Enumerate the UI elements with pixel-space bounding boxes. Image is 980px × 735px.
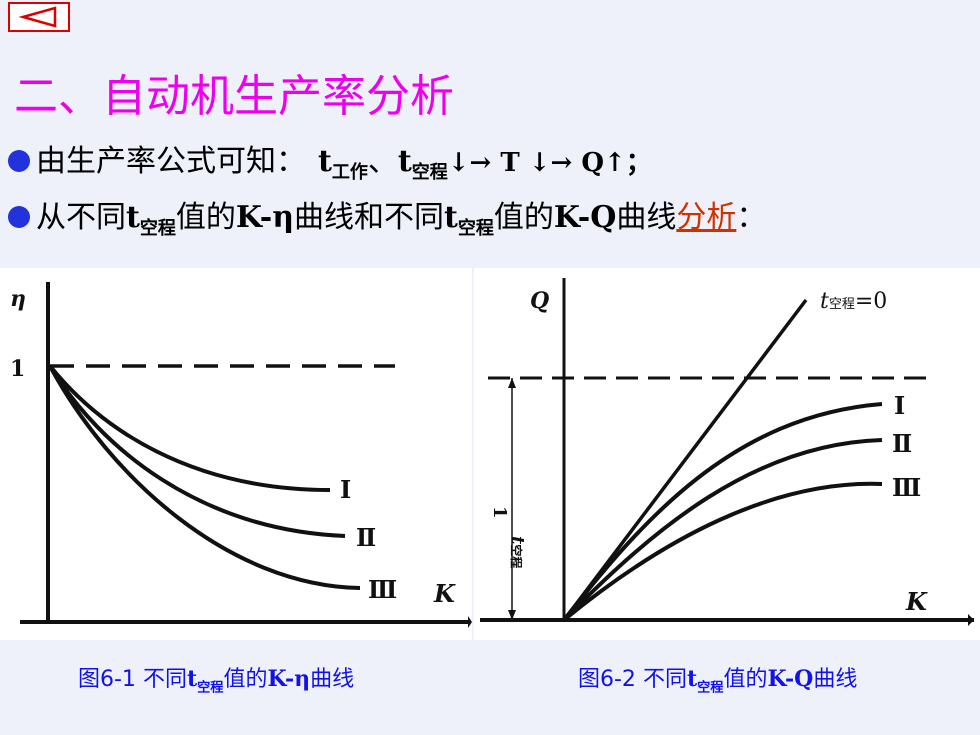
k-axis-arrow (468, 616, 472, 628)
figure-caption-k-q: 图6-2 不同t空程值的K-Q曲线 (578, 661, 857, 695)
svg-text:t空程: t空程 (507, 536, 528, 568)
caption1-figure-number: 图6-1 (78, 667, 136, 692)
bullet-dot-icon (8, 150, 30, 172)
bullet2-text-3: 曲线和不同 (294, 200, 445, 235)
eta-curve-label-2: Ⅱ (356, 523, 376, 552)
asymptote-value-label: 1 t空程 (489, 506, 528, 568)
back-button[interactable] (8, 2, 70, 32)
q-curve-1 (562, 402, 883, 622)
caption2-figure-number: 图6-2 (578, 667, 636, 692)
q-curve-label-3: Ⅲ (892, 473, 921, 502)
bullet-curve-analysis: 从不同 t空程 值的 K-η 曲线和不同 t空程 值的 K-Q 曲线 分析 ： (8, 192, 766, 240)
bullet1-lead: 由生产率公式可知： (36, 144, 306, 179)
bullet1-separator: 、 (367, 144, 398, 179)
analysis-link[interactable]: 分析 (676, 200, 737, 235)
k-axis-arrow-2 (968, 614, 974, 626)
caption2-k-q: K-Q (767, 666, 814, 692)
span-arrow-top (508, 378, 516, 388)
bullet2-t-idle-2: t空程 (444, 200, 494, 239)
triangle-left-icon (18, 6, 57, 28)
figure-k-q: Q K t空程=0 Ⅰ Ⅱ Ⅲ 1 t空程 (474, 268, 980, 640)
bullet1-t-idle: t空程 (397, 144, 448, 183)
caption2-text-1: 不同 (642, 667, 687, 692)
bullet2-text-4: 值的 (493, 200, 554, 235)
caption1-text-3: 曲线 (310, 667, 355, 692)
q-line-zero-idle (562, 298, 808, 622)
bullet2-colon: ： (736, 200, 767, 235)
bullet2-k-eta: K-η (235, 200, 295, 235)
bullet2-text-2: 值的 (175, 200, 236, 235)
k-eta-plot: η 1 K Ⅰ Ⅱ Ⅲ (10, 282, 472, 628)
zero-idle-label: t空程=0 (820, 289, 887, 314)
bullet2-t-idle-1: t空程 (126, 200, 176, 239)
q-curve-label-2: Ⅱ (892, 429, 912, 458)
svg-text:1: 1 (489, 506, 510, 519)
bullet1-t-work: t工作 (318, 144, 368, 183)
page-title: 二、自动机生产率分析 (14, 71, 454, 122)
figure-k-eta: η 1 K Ⅰ Ⅱ Ⅲ (0, 268, 472, 640)
figure-caption-k-eta: 图6-1 不同t空程值的K-η曲线 (78, 661, 354, 695)
q-axis-label: Q (530, 288, 549, 314)
k-q-plot: Q K t空程=0 Ⅰ Ⅱ Ⅲ 1 t空程 (480, 278, 974, 626)
q-curve-label-1: Ⅰ (894, 391, 905, 420)
bullet2-k-q: K-Q (553, 200, 617, 235)
caption1-text-1: 不同 (142, 667, 187, 692)
bullet2-text-5: 曲线 (616, 200, 677, 235)
eta-curve-2 (48, 364, 346, 538)
caption2-text-3: 曲线 (813, 667, 858, 692)
eta-axis-label: η (10, 286, 26, 312)
k-axis-label: K (433, 579, 456, 608)
eta-tick-1: 1 (10, 356, 25, 382)
bullet-dot-icon (8, 206, 30, 228)
bullet2-text-1: 从不同 (36, 200, 126, 235)
eta-curve-1 (48, 364, 331, 492)
eta-curve-3 (48, 365, 361, 590)
bullet-productivity-formula: 由生产率公式可知： t工作 、 t空程 ↓→ T ↓→ Q↑； (8, 136, 652, 184)
q-curve-2 (562, 438, 883, 622)
q-curve-3 (562, 481, 883, 622)
span-arrow-bottom (508, 610, 516, 620)
k-axis-label-2: K (905, 587, 928, 616)
eta-curve-label-3: Ⅲ (368, 575, 397, 604)
caption1-k-eta: K-η (267, 666, 311, 692)
eta-curve-label-1: Ⅰ (340, 475, 351, 504)
caption2-text-2: 值的 (723, 667, 768, 692)
caption1-t-idle: t空程 (186, 666, 224, 696)
caption2-t-idle: t空程 (686, 666, 724, 696)
bullet1-rest: ↓→ T ↓→ Q↑； (447, 148, 652, 178)
caption1-text-2: 值的 (223, 667, 268, 692)
